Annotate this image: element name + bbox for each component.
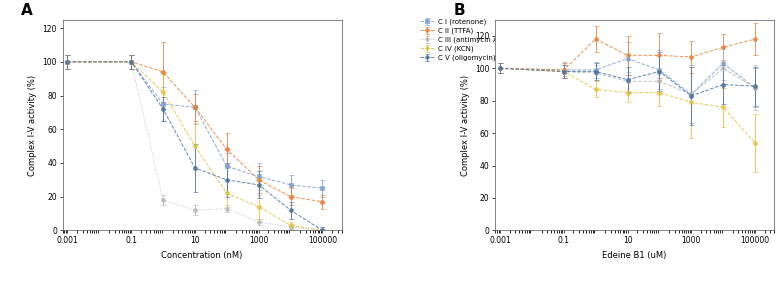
Y-axis label: Complex I-V activity (%): Complex I-V activity (%) — [28, 74, 37, 176]
Text: A: A — [20, 3, 32, 18]
Legend: C I (rotenone), C II (TTFA), C III (antimycin A), C IV (KCN), C V (oligomycin): C I (rotenone), C II (TTFA), C III (anti… — [420, 19, 500, 62]
X-axis label: Edeine B1 (uM): Edeine B1 (uM) — [602, 251, 667, 260]
X-axis label: Concentration (nM): Concentration (nM) — [161, 251, 242, 260]
Y-axis label: Complex I-V activity (%): Complex I-V activity (%) — [461, 74, 469, 176]
Text: B: B — [454, 3, 465, 18]
